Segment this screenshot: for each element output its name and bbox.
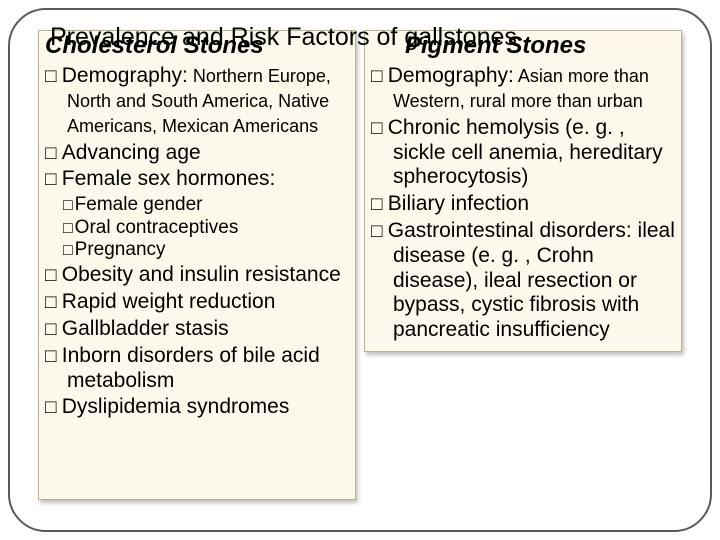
item-lead: Demography: [388,64,514,87]
left-column: Cholesterol Stones Demography: Northern … [38,30,356,500]
list-item: Biliary infection [371,192,675,217]
list-item: Chronic hemolysis (e. g. , sickle cell a… [371,116,675,190]
list-item: Demography: Asian more than Western, rur… [371,64,675,114]
sub-list: Female genderOral contraceptivesPregnanc… [63,194,349,261]
slide-frame: Prevalence and Risk Factors of gallstone… [8,8,712,532]
list-item: Demography: Northern Europe, North and S… [45,64,349,138]
right-box: Pigment Stones Demography: Asian more th… [364,30,682,352]
list-item: Obesity and insulin resistance [45,263,349,288]
sub-list-item: Pregnancy [63,239,349,261]
list-item: Gallbladder stasis [45,317,349,342]
left-list: Demography: Northern Europe, North and S… [45,64,349,420]
sub-list-item: Oral contraceptives [63,217,349,239]
item-lead: Demography: [62,64,188,87]
right-column: Pigment Stones Demography: Asian more th… [364,30,682,500]
sub-list-item: Female gender [63,194,349,216]
list-item: Rapid weight reduction [45,290,349,315]
list-item: Female sex hormones: [45,167,349,192]
list-item: Dyslipidemia syndromes [45,395,349,420]
slide-title: Prevalence and Risk Factors of gallstone… [50,24,682,52]
columns: Cholesterol Stones Demography: Northern … [38,30,682,500]
left-box: Cholesterol Stones Demography: Northern … [38,30,356,500]
right-list: Demography: Asian more than Western, rur… [371,64,675,342]
list-item: Gastrointestinal disorders: ileal diseas… [371,219,675,343]
list-item: Inborn disorders of bile acid metabolism [45,344,349,394]
list-item: Advancing age [45,141,349,166]
